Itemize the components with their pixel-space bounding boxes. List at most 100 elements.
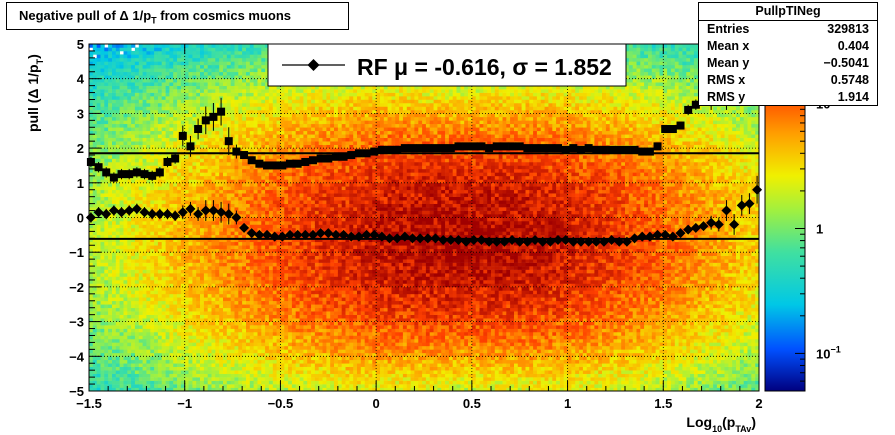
heatmap-cell [169,99,174,104]
heatmap-cell [188,44,193,48]
heatmap-cell [234,314,239,319]
heatmap-cell [119,255,124,260]
heatmap-cell [192,248,197,253]
heatmap-cell [100,165,105,170]
heatmap-cell [177,96,182,100]
heatmap-cell [203,75,209,79]
heatmap-cell [184,266,189,270]
heatmap-cell [123,387,128,391]
heatmap-cell [169,269,174,274]
heatmap-cell [242,68,247,73]
heatmap-cell [203,231,209,236]
heatmap-cell [246,280,251,284]
heatmap-cell [238,318,243,322]
heatmap-cell [146,276,151,281]
heatmap-cell [246,168,251,173]
heatmap-cell [157,68,163,73]
heatmap-cell [146,203,151,208]
heatmap-cell [184,227,189,232]
heatmap-cell [96,224,101,229]
heatmap-cell [89,335,94,340]
heatmap-cell [115,234,121,239]
heatmap-cell [211,387,216,391]
heatmap-cell [89,245,94,250]
heatmap-cell [127,356,132,361]
heatmap-cell [261,234,266,239]
heatmap-cell [112,241,117,246]
heatmap-cell [207,99,212,104]
heatmap-cell [180,335,186,340]
heatmap-cell [115,96,121,100]
heatmap-cell [134,318,140,322]
heatmap-cell [154,109,159,114]
heatmap-cell [184,318,189,322]
heatmap-cell [180,71,186,76]
heatmap-cell [177,113,182,118]
heatmap-cell [96,64,101,69]
heatmap-cell [165,273,170,277]
heatmap-cell [119,352,124,357]
heatmap-cell [257,130,262,135]
heatmap-cell [200,314,205,319]
heatmap-cell [96,262,101,267]
heatmap-cell [207,311,212,315]
heatmap-cell [115,314,121,319]
heatmap-cell [150,269,155,274]
heatmap-cell [127,224,132,229]
heatmap-cell [188,99,193,104]
heatmap-cell [96,109,101,114]
heatmap-cell [207,373,212,378]
heatmap-cell [203,318,209,322]
heatmap-cell [112,318,117,322]
heatmap-cell [234,109,239,114]
heatmap-cell [165,179,170,184]
heatmap-cell [108,297,113,302]
heatmap-cell [100,335,105,340]
heatmap-cell [200,338,205,343]
heatmap-cell [188,47,193,52]
heatmap-cell [131,380,136,385]
heatmap-cell [150,217,155,222]
heatmap-cell [92,307,98,312]
heatmap-cell [234,113,239,118]
heatmap-cell [249,384,255,388]
heatmap-cell [154,290,159,295]
heatmap-cell [112,266,117,270]
heatmap-cell [238,245,243,250]
heatmap-cell [169,231,174,236]
heatmap-cell [100,47,105,52]
heatmap-cell [242,311,247,315]
heatmap-cell [169,318,174,322]
heatmap-cell [112,252,117,256]
heatmap-cell [223,373,228,378]
heatmap-cell [92,273,98,277]
heatmap-cell [234,85,239,90]
heatmap-cell [146,148,151,152]
heatmap-cell [242,345,247,350]
heatmap-cell [157,182,163,187]
heatmap-cell [219,234,224,239]
heatmap-cell [169,50,174,55]
heatmap-cell [238,366,243,371]
heatmap-cell [119,318,124,322]
heatmap-cell [127,193,132,197]
heatmap-cell [180,297,186,302]
heatmap-cell [123,165,128,170]
heatmap-cell [157,342,163,347]
heatmap-cell [261,311,266,315]
heatmap-cell [89,148,94,152]
heatmap-cell [157,130,163,135]
heatmap-cell [238,71,243,76]
heatmap-cell [138,300,144,305]
heatmap-cell [192,217,197,222]
heatmap-cell [96,68,101,73]
heatmap-cell [177,290,182,295]
heatmap-cell [169,116,174,121]
heatmap-cell [89,273,94,277]
heatmap-cell [234,241,239,246]
heatmap-cell [104,96,109,100]
heatmap-cell [127,286,132,291]
heatmap-cell [276,130,281,135]
heatmap-cell [226,273,232,277]
heatmap-cell [157,47,163,52]
